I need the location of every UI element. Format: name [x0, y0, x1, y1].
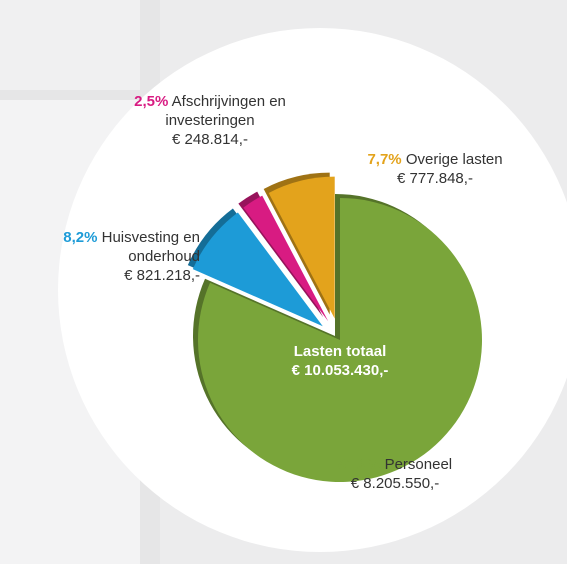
- center-label: Lasten totaal € 10.053.430,-: [250, 342, 430, 380]
- page: Lasten totaal € 10.053.430,- (() => { co…: [0, 0, 567, 564]
- amount-label: € 248.814,-: [172, 131, 248, 148]
- slice-label: 2,5% Afschrijvingen en investeringen € 24…: [100, 92, 320, 149]
- percent-label: 2,5%: [134, 93, 168, 110]
- center-total: € 10.053.430,-: [250, 361, 430, 380]
- category-label: Afschrijvingen en investeringen: [165, 93, 286, 129]
- slice-label: 8,2% Huisvesting en onderhoud € 821.218,-: [20, 228, 200, 285]
- amount-label: € 821.218,-: [124, 267, 200, 284]
- panel: [0, 0, 140, 90]
- amount-label: € 8.205.550,-: [351, 475, 439, 492]
- category-label: Huisvesting en onderhoud: [102, 229, 200, 265]
- center-title: Lasten totaal: [250, 342, 430, 361]
- category-label: Overige lasten: [406, 151, 503, 168]
- amount-label: € 777.848,-: [397, 170, 473, 187]
- percent-label: 7,7%: [367, 151, 401, 168]
- slice-label: 7,7% Overige lasten € 777.848,-: [335, 150, 535, 188]
- percent-label: 81,6%: [338, 456, 381, 473]
- slice-label: 81,6% Personeel € 8.205.550,-: [300, 455, 490, 493]
- category-label: Personeel: [385, 456, 453, 473]
- percent-label: 8,2%: [63, 229, 97, 246]
